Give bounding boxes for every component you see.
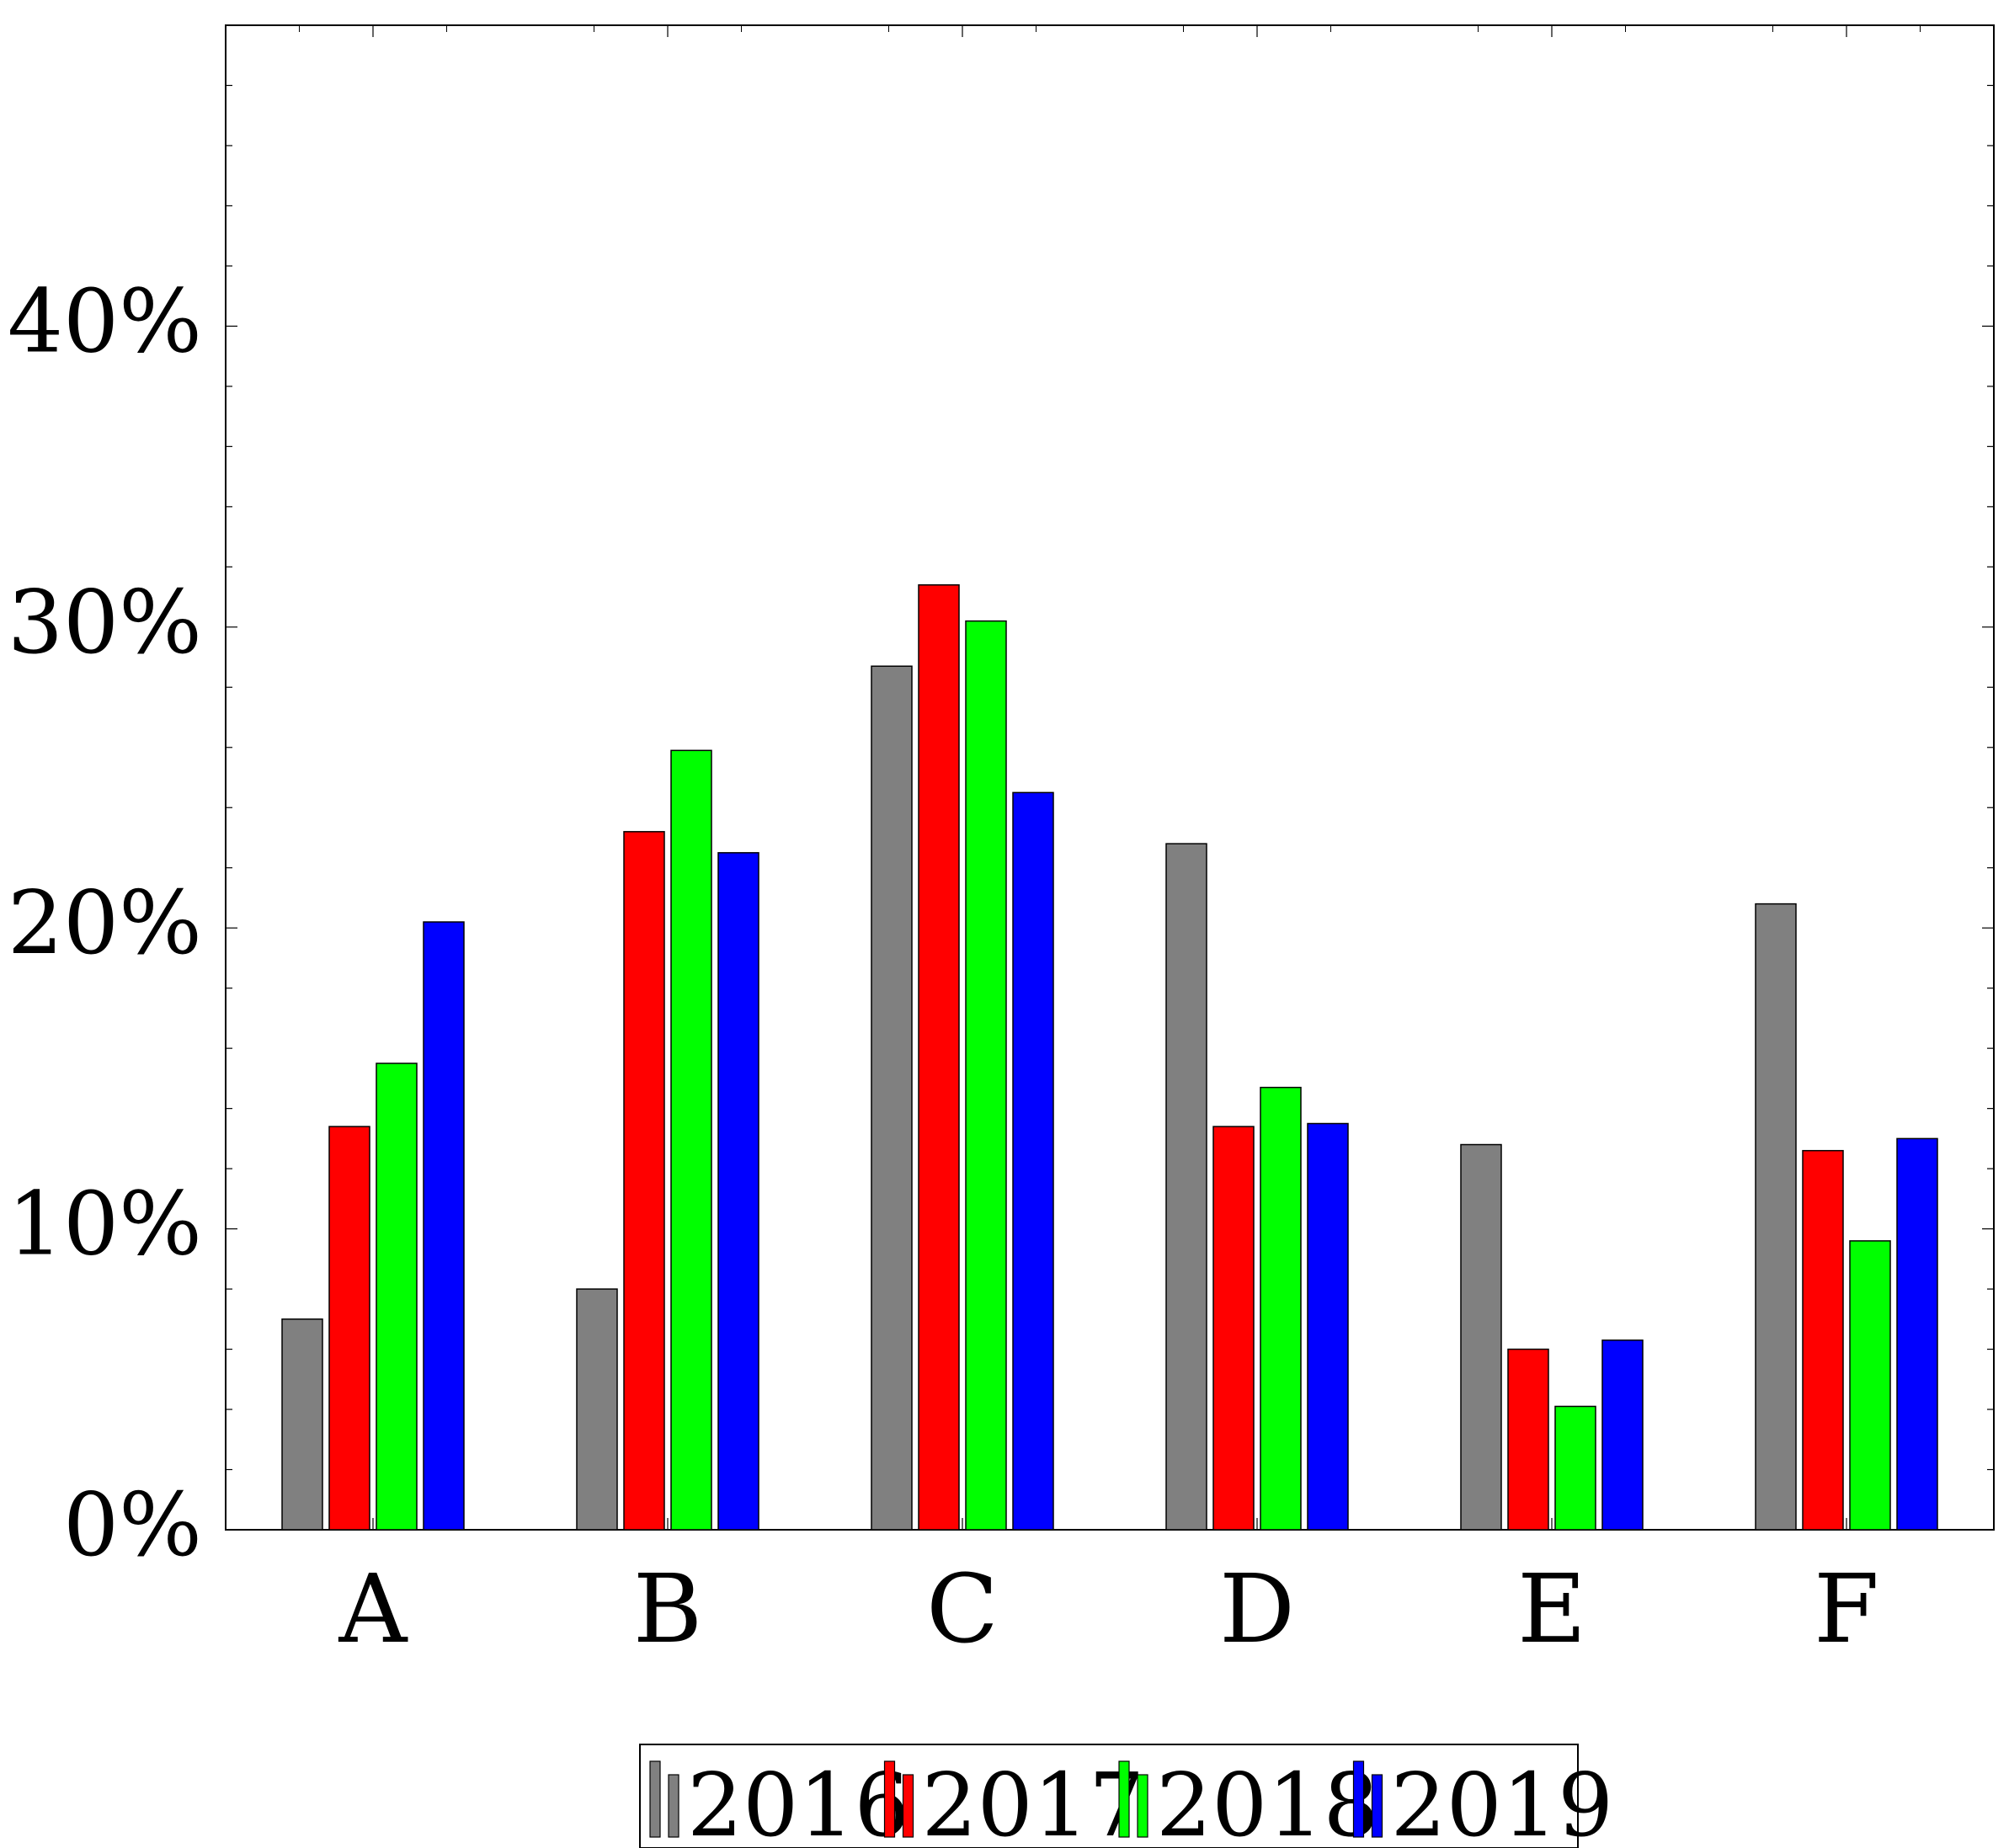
legend-swatch — [1371, 1774, 1383, 1838]
legend-swatch — [1118, 1760, 1130, 1838]
y-tick-label: 10% — [8, 1173, 202, 1275]
y-tick-label: 0% — [63, 1473, 202, 1576]
bar-2016-E — [1460, 1143, 1502, 1531]
bar-2016-D — [1165, 843, 1207, 1531]
bar-2018-E — [1554, 1405, 1596, 1531]
y-tick-label: 40% — [8, 269, 202, 372]
bars — [281, 584, 1938, 1531]
bar-2017-F — [1802, 1149, 1844, 1531]
bar-2017-D — [1212, 1126, 1255, 1531]
legend-swatch — [883, 1760, 896, 1838]
legend-swatch — [668, 1774, 679, 1838]
bar-2017-A — [328, 1126, 370, 1531]
bar-2017-B — [623, 831, 665, 1531]
bar-2018-D — [1260, 1086, 1302, 1531]
bar-2017-C — [918, 584, 960, 1531]
bar-2018-A — [376, 1062, 418, 1531]
legend-swatch — [902, 1774, 914, 1838]
axes — [225, 24, 1995, 1531]
bar-2019-E — [1601, 1339, 1644, 1531]
bar-2019-D — [1307, 1122, 1349, 1531]
tick-labels: 0% 10% 20% 30% 40% A B C D E F — [8, 269, 1879, 1664]
legend-label: 2017 — [922, 1754, 1145, 1848]
legend-label: 2018 — [1156, 1754, 1379, 1848]
bar-2019-A — [423, 921, 465, 1531]
bar-2016-A — [281, 1318, 323, 1531]
legend-swatch — [1137, 1774, 1148, 1838]
bar-2019-F — [1896, 1137, 1938, 1531]
y-tick-label: 30% — [8, 571, 202, 674]
bar-2018-C — [965, 620, 1007, 1531]
bar-2016-B — [576, 1288, 618, 1531]
bar-2016-C — [871, 665, 913, 1531]
bar-2018-B — [670, 749, 712, 1531]
bar-2016-F — [1755, 903, 1797, 1531]
x-tick-label: F — [1814, 1555, 1879, 1664]
plot-frame — [225, 24, 1995, 1531]
x-tick-label: B — [633, 1555, 702, 1664]
bar-2018-F — [1849, 1240, 1891, 1531]
bar-2017-E — [1507, 1348, 1549, 1531]
x-tick-label: D — [1219, 1555, 1295, 1664]
legend-swatch — [649, 1760, 661, 1838]
y-tick-label: 20% — [8, 871, 202, 974]
legend-swatch — [1352, 1760, 1365, 1838]
legend: 2016 2017 2018 2019 — [639, 1744, 1614, 1848]
x-tick-label: A — [338, 1555, 408, 1664]
bar-2019-B — [717, 852, 759, 1531]
legend-label: 2019 — [1391, 1754, 1614, 1848]
x-tick-label: C — [926, 1555, 999, 1664]
legend-label: 2016 — [687, 1754, 910, 1848]
bar-2019-C — [1012, 791, 1054, 1531]
legend-box — [639, 1744, 1579, 1848]
x-tick-label: E — [1517, 1555, 1586, 1664]
